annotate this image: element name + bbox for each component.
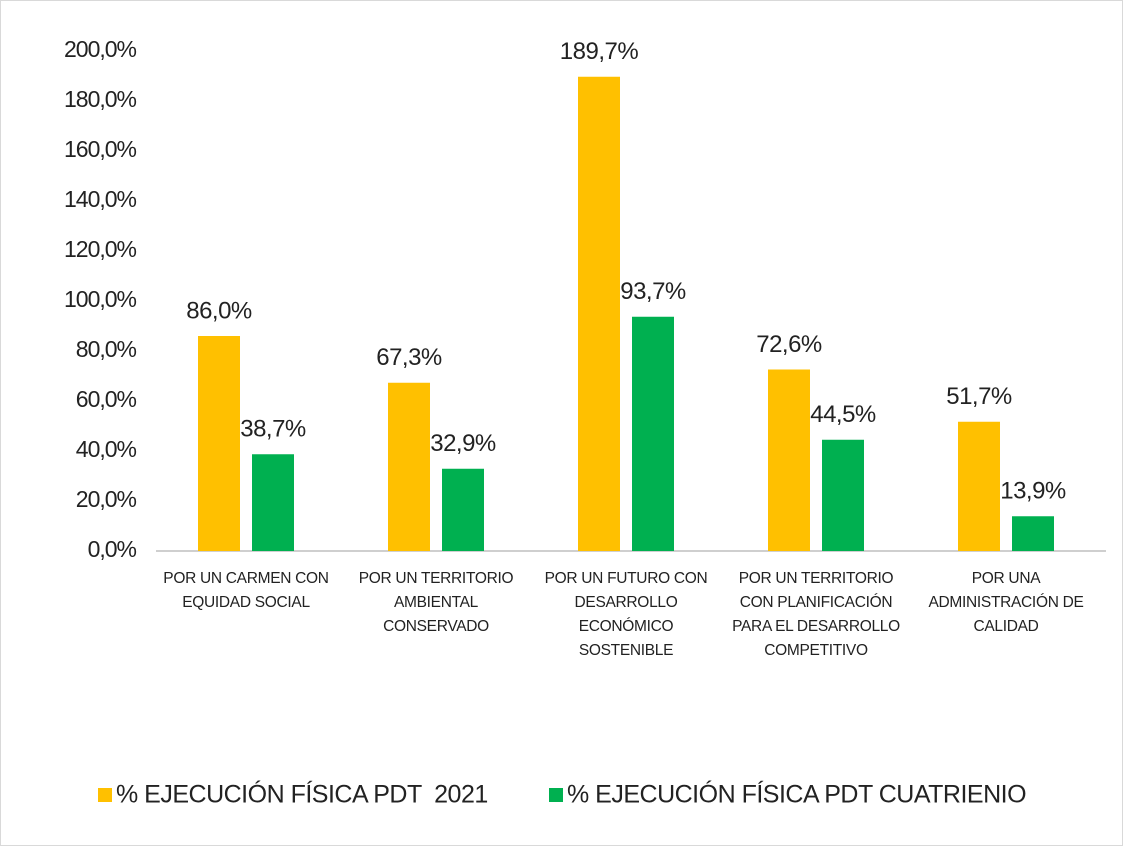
data-label: 51,7% bbox=[946, 383, 1012, 410]
bar bbox=[1012, 516, 1054, 551]
y-tick-label: 60,0% bbox=[76, 386, 137, 412]
y-tick-label: 120,0% bbox=[64, 236, 137, 262]
bar bbox=[958, 421, 1000, 551]
bar bbox=[442, 468, 484, 551]
data-label: 32,9% bbox=[430, 430, 496, 457]
y-tick-label: 80,0% bbox=[76, 336, 137, 362]
y-tick-label: 140,0% bbox=[64, 186, 137, 212]
bar bbox=[388, 382, 430, 551]
y-tick-label: 0,0% bbox=[88, 536, 137, 562]
legend-label: % EJECUCIÓN FÍSICA PDT CUATRIENIO bbox=[567, 780, 1026, 809]
bar bbox=[632, 316, 674, 551]
data-label: 44,5% bbox=[810, 401, 876, 428]
data-label: 67,3% bbox=[376, 344, 442, 371]
legend-label: % EJECUCIÓN FÍSICA PDT 2021 bbox=[116, 780, 488, 809]
y-tick-label: 160,0% bbox=[64, 136, 137, 162]
y-tick-label: 40,0% bbox=[76, 436, 137, 462]
data-label: 72,6% bbox=[756, 331, 822, 358]
y-tick-label: 100,0% bbox=[64, 286, 137, 312]
y-tick-label: 180,0% bbox=[64, 86, 137, 112]
y-tick-label: 20,0% bbox=[76, 486, 137, 512]
x-tick-label: POR UN TERRITORIO CON PLANIFICACIÓN PARA… bbox=[732, 570, 900, 659]
data-label: 189,7% bbox=[560, 38, 639, 65]
bar bbox=[578, 76, 620, 551]
data-label: 93,7% bbox=[620, 278, 686, 305]
legend-swatch bbox=[549, 788, 563, 802]
legend-swatch bbox=[98, 788, 112, 802]
x-tick-label: POR UN TERRITORIO AMBIENTAL CONSERVADO bbox=[358, 570, 514, 635]
x-tick-label: POR UN CARMEN CON EQUIDAD SOCIAL bbox=[163, 570, 329, 611]
bar bbox=[768, 369, 810, 551]
y-tick-label: 200,0% bbox=[64, 36, 137, 62]
data-label: 86,0% bbox=[186, 297, 252, 324]
bar bbox=[252, 454, 294, 551]
bar bbox=[822, 439, 864, 551]
x-tick-label: POR UN FUTURO CON DESARROLLO ECONÓMICO S… bbox=[544, 570, 708, 659]
bar bbox=[198, 336, 240, 551]
data-label: 38,7% bbox=[240, 416, 306, 443]
x-tick-label: POR UNA ADMINISTRACIÓN DE CALIDAD bbox=[928, 570, 1084, 635]
data-label: 13,9% bbox=[1000, 478, 1066, 505]
